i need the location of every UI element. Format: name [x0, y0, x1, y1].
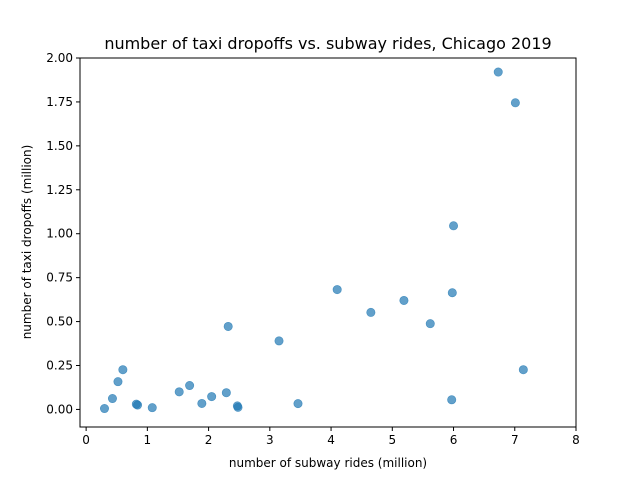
y-tick-label: 1.75	[46, 95, 73, 109]
data-points	[99, 67, 528, 414]
y-tick-label: 0.75	[46, 271, 73, 285]
data-point	[510, 98, 520, 108]
data-point	[518, 365, 528, 375]
x-tick-label: 8	[572, 433, 580, 447]
x-axis-label: number of subway rides (million)	[229, 456, 427, 470]
data-point	[274, 336, 284, 346]
x-tick-label: 1	[144, 433, 152, 447]
data-point	[133, 400, 143, 410]
data-point	[332, 285, 342, 295]
x-tick-label: 3	[266, 433, 274, 447]
data-point	[233, 402, 243, 412]
y-axis-ticks: 0.00 0.25 0.50 0.75 1.00 1.25 1.50 1.75 2.00	[46, 51, 80, 416]
data-point	[399, 295, 409, 305]
y-tick-label: 0.25	[46, 359, 73, 373]
data-point	[425, 319, 435, 329]
x-tick-label: 7	[511, 433, 519, 447]
data-point	[185, 381, 195, 391]
data-point	[223, 321, 233, 331]
data-point	[493, 67, 503, 77]
y-tick-label: 0.50	[46, 315, 73, 329]
data-point	[113, 377, 123, 387]
x-tick-label: 2	[205, 433, 213, 447]
y-tick-label: 0.00	[46, 402, 73, 416]
data-point	[147, 403, 157, 413]
y-axis-label: number of taxi dropoffs (million)	[20, 145, 34, 340]
plot-frame	[79, 57, 577, 428]
data-point	[207, 392, 217, 402]
data-point	[447, 395, 457, 405]
x-tick-label: 0	[82, 433, 90, 447]
y-tick-label: 2.00	[46, 51, 73, 65]
data-point	[118, 365, 128, 375]
x-tick-label: 4	[327, 433, 335, 447]
chart-title: number of taxi dropoffs vs. subway rides…	[104, 34, 551, 53]
x-tick-label: 5	[388, 433, 396, 447]
data-point	[99, 404, 109, 414]
y-tick-label: 1.25	[46, 183, 73, 197]
data-point	[197, 398, 207, 408]
data-point	[221, 388, 231, 398]
data-point	[107, 394, 117, 404]
x-tick-label: 6	[450, 433, 458, 447]
data-point	[174, 387, 184, 397]
x-axis-ticks: 0 1 2 3 4 5 6 7 8	[82, 427, 580, 447]
y-tick-label: 1.00	[46, 227, 73, 241]
data-point	[447, 288, 457, 298]
data-point	[293, 399, 303, 409]
data-point	[366, 307, 376, 317]
data-point	[449, 221, 459, 231]
y-tick-label: 1.50	[46, 139, 73, 153]
